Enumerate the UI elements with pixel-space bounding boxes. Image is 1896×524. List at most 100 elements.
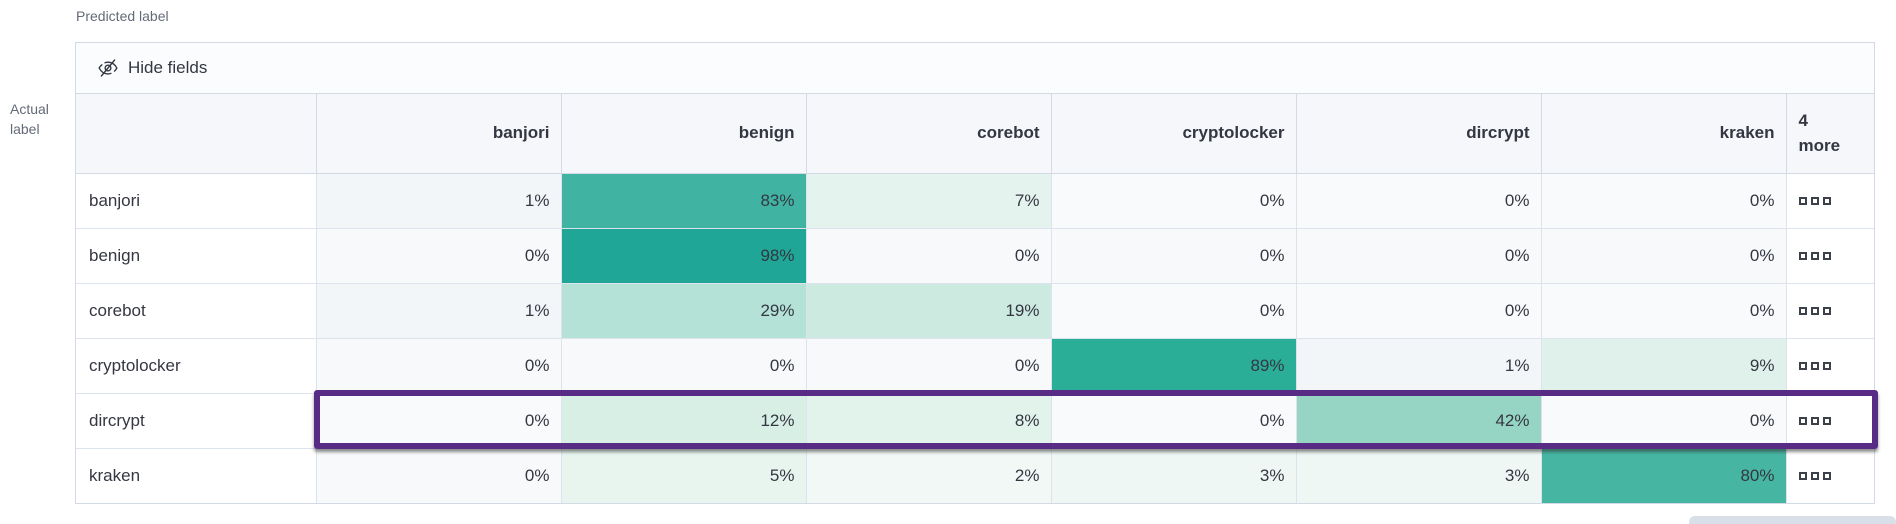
ellipsis-dot xyxy=(1798,306,1807,315)
ellipsis-dot xyxy=(1798,361,1807,370)
matrix-cell: 0% xyxy=(805,337,1052,394)
header-row: banjori benign corebot cryptolocker dirc… xyxy=(76,94,1874,174)
matrix-cell: 2% xyxy=(805,447,1052,503)
matrix-cell: 83% xyxy=(560,172,807,229)
column-header-cryptolocker[interactable]: cryptolocker xyxy=(1050,94,1297,174)
actual-label-axis-title: Actual label xyxy=(10,99,49,139)
ellipsis-dot xyxy=(1822,361,1831,370)
table-row-banjori: banjori 1% 83% 7% 0% 0% 0% xyxy=(76,172,1874,229)
matrix-cell: 0% xyxy=(560,337,807,394)
ellipsis-dot xyxy=(1822,416,1831,425)
matrix-cell: 0% xyxy=(1050,282,1297,339)
actual-label-line2: label xyxy=(10,121,40,137)
more-cells-ellipsis[interactable] xyxy=(1785,172,1874,229)
matrix-cell: 0% xyxy=(1050,392,1297,449)
matrix-cell: 0% xyxy=(1540,227,1787,284)
ellipsis-dot xyxy=(1798,416,1807,425)
matrix-cell: 80% xyxy=(1540,447,1787,503)
row-label-cryptolocker: cryptolocker xyxy=(76,337,317,394)
table-row-benign: benign 0% 98% 0% 0% 0% 0% xyxy=(76,227,1874,284)
matrix-cell: 9% xyxy=(1540,337,1787,394)
more-cells-ellipsis[interactable] xyxy=(1785,227,1874,284)
table-row-corebot: corebot 1% 29% 19% 0% 0% 0% xyxy=(76,282,1874,339)
matrix-cell: 19% xyxy=(805,282,1052,339)
matrix-cell: 0% xyxy=(315,227,562,284)
matrix-cell: 42% xyxy=(1295,392,1542,449)
ellipsis-dot xyxy=(1822,306,1831,315)
matrix-cell: 29% xyxy=(560,282,807,339)
matrix-cell: 8% xyxy=(805,392,1052,449)
ellipsis-icon xyxy=(1798,196,1864,205)
more-cells-ellipsis[interactable] xyxy=(1785,392,1874,449)
matrix-cell: 0% xyxy=(1540,392,1787,449)
row-label-benign: benign xyxy=(76,227,317,284)
row-label-dircrypt: dircrypt xyxy=(76,392,317,449)
matrix-cell: 5% xyxy=(560,447,807,503)
more-count: 4 xyxy=(1798,111,1808,131)
ellipsis-dot xyxy=(1810,196,1819,205)
column-header-banjori[interactable]: banjori xyxy=(315,94,562,174)
matrix-cell: 0% xyxy=(315,447,562,503)
ellipsis-icon xyxy=(1798,306,1864,315)
actual-label-line1: Actual xyxy=(10,101,49,117)
ellipsis-dot xyxy=(1810,361,1819,370)
row-label-banjori: banjori xyxy=(76,172,317,229)
matrix-cell: 0% xyxy=(1540,172,1787,229)
matrix-cell: 1% xyxy=(315,172,562,229)
matrix-cell: 3% xyxy=(1050,447,1297,503)
predicted-label-axis-title: Predicted label xyxy=(76,8,169,24)
matrix-cell: 0% xyxy=(805,227,1052,284)
ellipsis-icon xyxy=(1798,416,1864,425)
matrix-cell: 0% xyxy=(315,392,562,449)
matrix-cell: 0% xyxy=(315,337,562,394)
more-cells-ellipsis[interactable] xyxy=(1785,337,1874,394)
matrix-cell: 7% xyxy=(805,172,1052,229)
matrix-cell: 1% xyxy=(315,282,562,339)
matrix-cell: 0% xyxy=(1295,172,1542,229)
matrix-cell: 0% xyxy=(1295,227,1542,284)
table-row-dircrypt: dircrypt 0% 12% 8% 0% 42% 0% xyxy=(76,392,1874,449)
ellipsis-icon xyxy=(1798,251,1864,260)
ellipsis-dot xyxy=(1822,471,1831,480)
matrix-cell: 0% xyxy=(1050,227,1297,284)
column-header-more[interactable]: 4 more xyxy=(1785,94,1874,174)
matrix-cell: 0% xyxy=(1295,282,1542,339)
column-header-kraken[interactable]: kraken xyxy=(1540,94,1787,174)
row-label-kraken: kraken xyxy=(76,447,317,503)
matrix-cell: 1% xyxy=(1295,337,1542,394)
data-grid: Hide fields banjori benign corebot crypt… xyxy=(75,42,1875,504)
ellipsis-dot xyxy=(1810,251,1819,260)
matrix-cell: 89% xyxy=(1050,337,1297,394)
column-header-benign[interactable]: benign xyxy=(560,94,807,174)
hide-fields-button[interactable]: Hide fields xyxy=(76,43,1874,94)
row-label-corebot: corebot xyxy=(76,282,317,339)
table-row-kraken: kraken 0% 5% 2% 3% 3% 80% xyxy=(76,447,1874,503)
ellipsis-dot xyxy=(1798,196,1807,205)
table-row-cryptolocker: cryptolocker 0% 0% 0% 89% 1% 9% xyxy=(76,337,1874,394)
matrix-cell: 12% xyxy=(560,392,807,449)
column-header-dircrypt[interactable]: dircrypt xyxy=(1295,94,1542,174)
more-cells-ellipsis[interactable] xyxy=(1785,282,1874,339)
confusion-matrix-table: banjori benign corebot cryptolocker dirc… xyxy=(76,94,1874,503)
ellipsis-dot xyxy=(1798,471,1807,480)
matrix-cell: 98% xyxy=(560,227,807,284)
matrix-cell: 0% xyxy=(1540,282,1787,339)
ellipsis-dot xyxy=(1810,306,1819,315)
corner-header-cell xyxy=(76,94,317,174)
more-cells-ellipsis[interactable] xyxy=(1785,447,1874,503)
ellipsis-dot xyxy=(1810,471,1819,480)
ellipsis-dot xyxy=(1798,251,1807,260)
ellipsis-dot xyxy=(1810,416,1819,425)
eye-slash-icon xyxy=(98,58,118,78)
matrix-cell: 0% xyxy=(1050,172,1297,229)
ellipsis-icon xyxy=(1798,471,1864,480)
column-header-corebot[interactable]: corebot xyxy=(805,94,1052,174)
matrix-cell: 3% xyxy=(1295,447,1542,503)
ellipsis-dot xyxy=(1822,251,1831,260)
ellipsis-icon xyxy=(1798,361,1864,370)
horizontal-scrollbar-thumb[interactable] xyxy=(1689,516,1896,524)
ellipsis-dot xyxy=(1822,196,1831,205)
hide-fields-label: Hide fields xyxy=(128,58,208,77)
more-word: more xyxy=(1798,136,1841,156)
